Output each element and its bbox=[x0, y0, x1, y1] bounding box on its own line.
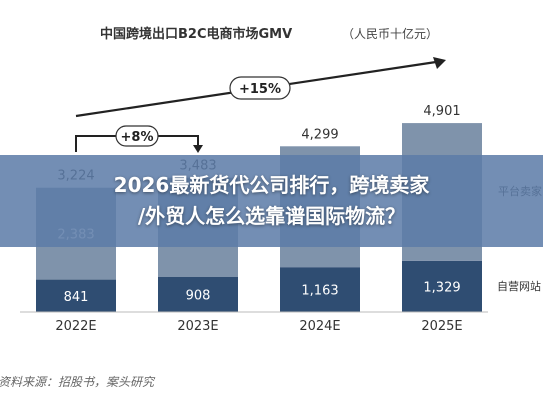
growth-label: +8% bbox=[121, 130, 154, 145]
x-tick-label: 2024E bbox=[299, 319, 340, 334]
data-label-total: 4,901 bbox=[423, 104, 460, 119]
headline-line-1: 2026最新货代公司排行，跨境卖家 bbox=[113, 173, 430, 197]
x-tick-label: 2025E bbox=[421, 319, 462, 334]
x-tick-label: 2022E bbox=[55, 319, 96, 334]
growth-arrow-head bbox=[433, 57, 446, 69]
bar-segment-self-operated bbox=[36, 279, 116, 312]
bar-segment-self-operated bbox=[402, 260, 482, 312]
data-label-self-operated: 841 bbox=[64, 290, 89, 305]
headline-line-2: /外贸人怎么选靠谱国际物流？ bbox=[137, 204, 406, 228]
headline-banner[interactable]: 2026最新货代公司排行，跨境卖家 /外贸人怎么选靠谱国际物流？ bbox=[0, 155, 543, 247]
data-label-self-operated: 908 bbox=[186, 289, 211, 304]
bar-segment-self-operated bbox=[158, 277, 238, 312]
x-axis-labels: 2022E 2023E 2024E 2025E bbox=[55, 319, 462, 334]
data-label-self-operated: 1,329 bbox=[423, 280, 460, 295]
headline-title: 2026最新货代公司排行，跨境卖家 /外贸人怎么选靠谱国际物流？ bbox=[37, 170, 507, 232]
growth-label: +15% bbox=[239, 82, 281, 97]
growth-arrows: +8% +15% bbox=[75, 57, 446, 153]
data-label-total: 4,299 bbox=[301, 127, 338, 142]
growth-badge bbox=[229, 76, 291, 100]
data-label-self-operated: 1,163 bbox=[301, 284, 338, 299]
growth-badge bbox=[115, 125, 159, 147]
legend-label-self-operated: 自营网站 bbox=[497, 279, 541, 293]
source-note: 资料来源：招股书，案头研究 bbox=[0, 375, 156, 389]
chart-title: 中国跨境出口B2C电商市场GMV bbox=[100, 26, 292, 42]
chart-unit: （人民币十亿元） bbox=[342, 26, 438, 41]
x-tick-label: 2023E bbox=[177, 319, 218, 334]
growth-bracket-arrowhead bbox=[193, 145, 203, 153]
bar-segment-self-operated bbox=[280, 267, 360, 312]
